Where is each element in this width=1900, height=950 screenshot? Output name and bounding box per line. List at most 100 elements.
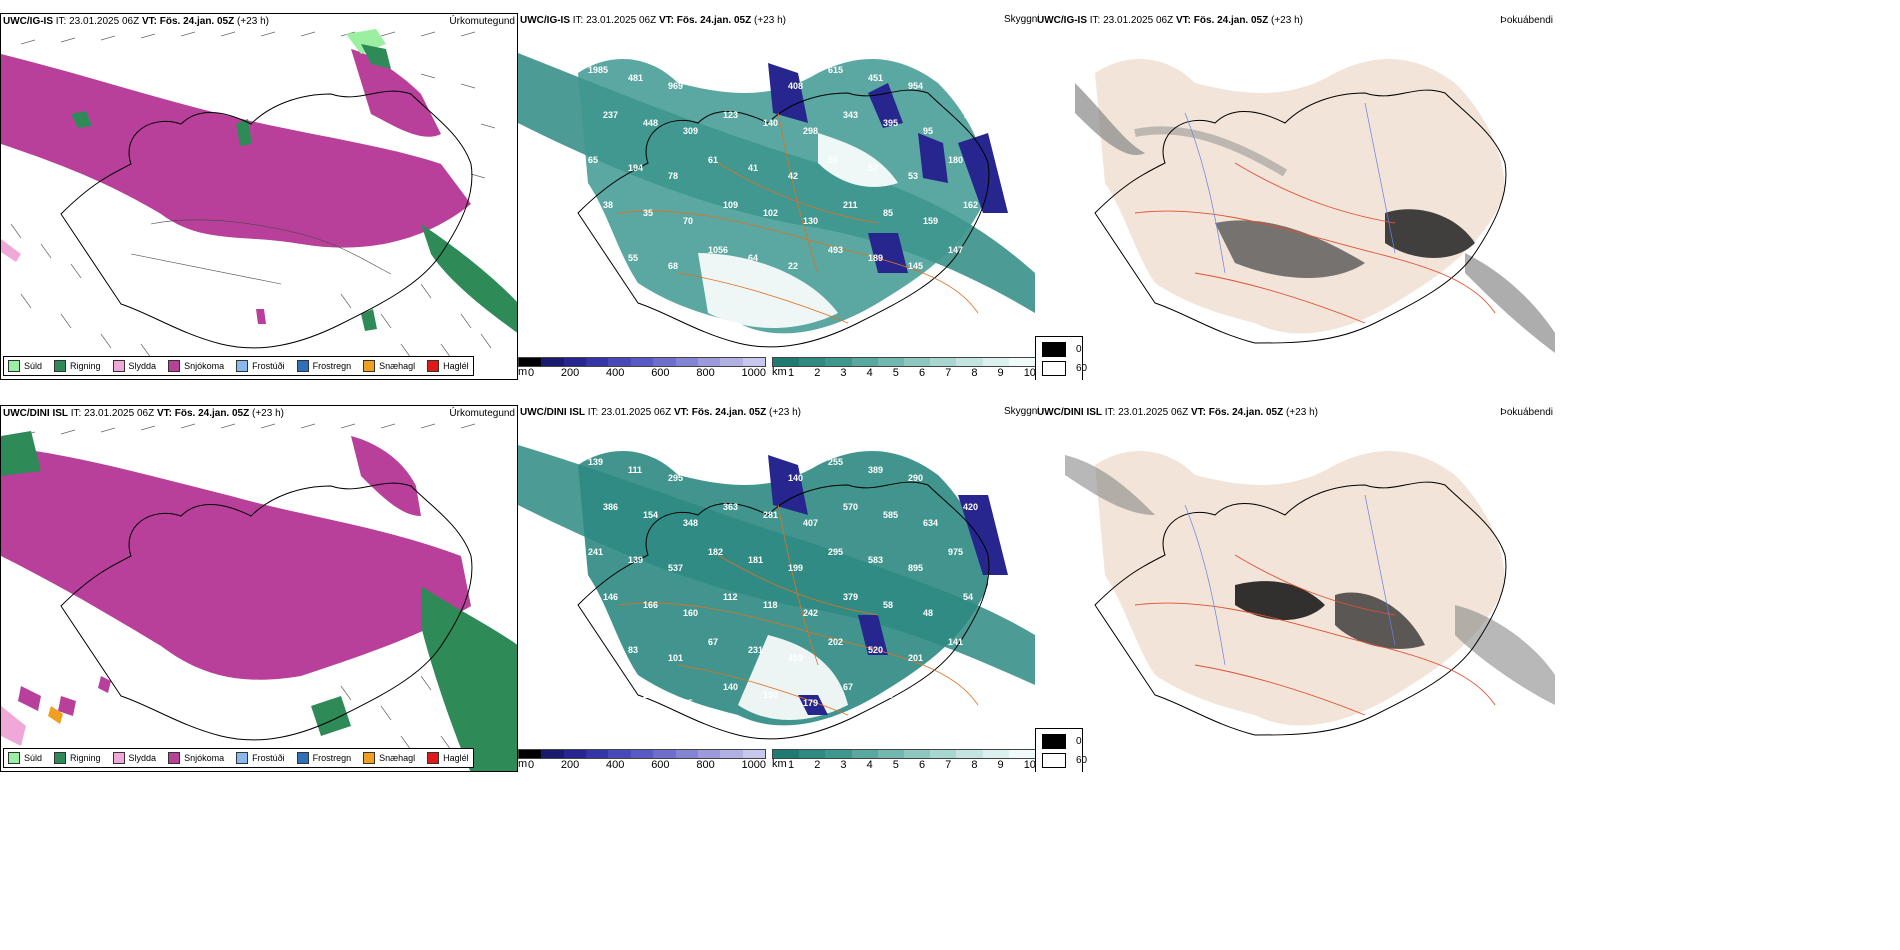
- visibility-label-layer: 1985 481 969 219 225 408 615 451 954 499 237 448 309…: [588, 65, 978, 271]
- colorbar-segment: [742, 750, 765, 758]
- legend-item: Frostúði: [236, 752, 285, 764]
- visibility-value-label: 232: [948, 457, 963, 467]
- visibility-value-label: 730: [748, 465, 763, 475]
- visibility-value-label: 615: [828, 65, 843, 75]
- visibility-value-label: 146: [603, 592, 618, 602]
- visibility-value-label: 481: [628, 73, 643, 83]
- legend-item: Rigning: [54, 360, 101, 372]
- colorbar-segment: [720, 750, 743, 758]
- visibility-value-label: 65: [588, 155, 598, 165]
- colorbar-segment: [630, 358, 654, 366]
- colorbar-segment: [930, 750, 957, 758]
- visibility-value-label: 147: [948, 245, 963, 255]
- legend-item: Frostregn: [296, 360, 351, 372]
- visibility-value-label: 451: [868, 73, 883, 83]
- visibility-value-label: 41: [748, 163, 758, 173]
- visibility-value-label: 189: [868, 253, 883, 263]
- visibility-value-label: 123: [723, 110, 738, 120]
- precip-panel-row2: UWC/DINI ISL IT: 23.01.2025 06Z VT: Fös.…: [0, 405, 518, 772]
- visibility-value-label: 309: [683, 126, 698, 136]
- visibility-value-label: 255: [828, 457, 843, 467]
- colorbar-segment: [541, 358, 564, 366]
- legend-item: Slydda: [112, 360, 156, 372]
- visibility-value-label: 67: [843, 682, 853, 692]
- colorbar-segment: [930, 358, 957, 366]
- colorbar-segment: [563, 750, 587, 758]
- visibility-value-label: 140: [723, 682, 738, 692]
- colorbar-segment: [1008, 750, 1035, 758]
- visibility-label-layer: 139 111 295 300 730 140 255 389 290 232 386 154 348 3…: [588, 457, 978, 708]
- visibility-value-label: 112: [723, 592, 738, 602]
- visibility-value-label: 182: [708, 547, 723, 557]
- legend-item: Snjókoma: [168, 752, 224, 764]
- visibility-value-label: 140: [763, 118, 778, 128]
- visibility-value-label: 35: [643, 208, 653, 218]
- panel-type-precip: Úrkomutegund: [449, 408, 515, 419]
- visibility-unit: km: [772, 366, 787, 378]
- visibility-colorbar: km 1 2 3 4 5 6 7 8 9 10: [772, 357, 1035, 379]
- visibility-value-label: 493: [828, 245, 843, 255]
- visibility-value-label: 83: [628, 645, 638, 655]
- visibility-value-label: 520: [868, 645, 883, 655]
- visibility-value-label: 290: [908, 473, 923, 483]
- colorbar-segment: [586, 358, 609, 366]
- fog-map: [1065, 451, 1555, 736]
- legend-item: Snæhagl: [363, 752, 415, 764]
- colorbar-segment: [773, 358, 800, 366]
- it-value: 23.01.2025 06Z: [69, 16, 140, 27]
- vt-label: VT:: [141, 16, 157, 27]
- colorbar-segment: [675, 358, 698, 366]
- visibility-value-label: 969: [668, 81, 683, 91]
- height-colorbar: m 0 200 400 600 800 1000: [518, 749, 766, 771]
- legend-item: Frostúði: [236, 360, 285, 372]
- visibility-value-label: 55: [628, 253, 638, 263]
- visibility-value-label: 281: [763, 510, 778, 520]
- colorbar-segment: [720, 358, 743, 366]
- visibility-value-label: 22: [788, 261, 798, 271]
- colorbar-segment: [586, 750, 609, 758]
- colorbar-segment: [904, 750, 931, 758]
- panel-type-visibility: Skyggni: [1004, 14, 1040, 25]
- visibility-value-label: 231: [748, 645, 763, 655]
- it-label: IT:: [55, 16, 67, 27]
- visibility-value-label: 38: [603, 200, 613, 210]
- precip-panel-row1: UWC/IG-IS IT: 23.01.2025 06Z VT: Fös. 24…: [0, 13, 518, 380]
- visibility-value-label: 295: [828, 547, 843, 557]
- coastline: [577, 481, 990, 740]
- legend-swatch: [236, 752, 249, 764]
- visibility-value-label: 386: [603, 502, 618, 512]
- fog-panel-row2: UWC/DINI ISL IT: 23.01.2025 06Z VT: Fös.…: [1035, 405, 1555, 772]
- colorbar-segment: [825, 750, 852, 758]
- visibility-value-label: 459: [788, 653, 803, 663]
- legend-swatch: [427, 752, 440, 764]
- visibility-value-label: 179: [803, 698, 818, 708]
- colorbar-segment: [519, 358, 542, 366]
- colorbar-segment: [608, 358, 631, 366]
- visibility-value-label: 225: [748, 73, 763, 83]
- visibility-value-label: 190: [763, 690, 778, 700]
- colorbar-segment: [825, 358, 852, 366]
- legend-item: Haglél: [427, 752, 469, 764]
- lead-time: (+23 h): [237, 16, 269, 27]
- visibility-value-label: 159: [923, 216, 938, 226]
- model-name: UWC/IG-IS: [3, 16, 53, 27]
- legend-swatch: [168, 360, 181, 372]
- colorbar-segment: [956, 358, 983, 366]
- visibility-map: 139 111 295 300 730 140 255 389 290 232 386 154 348 3…: [518, 445, 1035, 740]
- visibility-colorbar: km 1 2 3 4 5 6 7 8 9 10: [772, 749, 1035, 771]
- colorbar-segment: [608, 750, 631, 758]
- colorbar-segment: [851, 358, 878, 366]
- visibility-value-label: 154: [643, 510, 658, 520]
- visibility-value-label: 298: [803, 126, 818, 136]
- visibility-value-label: 64: [748, 253, 758, 263]
- precip-legend: Súld Rigning Slydda Snjókoma Frostúði Fr…: [3, 356, 474, 376]
- visibility-ticks: 1 2 3 4 5 6 7 8 9 10: [788, 367, 1035, 379]
- visibility-value-label: 199: [788, 563, 803, 573]
- colorbar-segment: [630, 750, 654, 758]
- visibility-value-label: 322: [603, 682, 618, 692]
- visibility-value-label: 118: [763, 600, 778, 610]
- legend-item: Frostregn: [296, 752, 351, 764]
- visibility-value-label: 57: [588, 637, 598, 647]
- vt-value: Fös. 24.jan. 05Z: [159, 16, 235, 27]
- legend-item: Súld: [8, 752, 42, 764]
